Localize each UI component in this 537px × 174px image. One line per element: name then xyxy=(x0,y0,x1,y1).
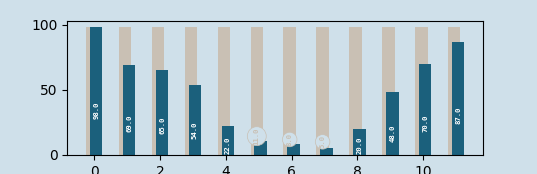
Bar xyxy=(284,27,296,155)
Text: 5.0: 5.0 xyxy=(320,135,325,148)
Text: 20.0: 20.0 xyxy=(357,137,362,155)
Bar xyxy=(386,92,398,155)
Bar xyxy=(316,27,329,155)
Text: 87.0: 87.0 xyxy=(455,106,461,124)
Bar xyxy=(415,27,427,155)
Bar xyxy=(251,27,263,155)
Bar xyxy=(353,129,366,155)
Text: 11.0: 11.0 xyxy=(254,127,260,145)
Bar xyxy=(86,27,99,155)
Bar xyxy=(119,27,132,155)
Bar xyxy=(349,27,362,155)
Bar xyxy=(448,27,460,155)
Text: 70.0: 70.0 xyxy=(422,114,428,132)
Bar xyxy=(152,27,164,155)
Text: 65.0: 65.0 xyxy=(159,116,165,134)
Bar xyxy=(320,148,333,155)
Text: 22.0: 22.0 xyxy=(225,136,231,154)
Bar xyxy=(217,27,230,155)
Bar xyxy=(123,65,135,155)
Text: 8.0: 8.0 xyxy=(287,133,293,146)
Text: 48.0: 48.0 xyxy=(389,124,395,142)
Bar xyxy=(185,27,197,155)
Bar xyxy=(222,126,234,155)
Bar xyxy=(188,85,201,155)
Bar xyxy=(382,27,395,155)
Bar xyxy=(452,42,465,155)
Bar xyxy=(419,64,432,155)
Bar xyxy=(255,141,267,155)
Text: 98.0: 98.0 xyxy=(93,101,99,119)
Bar xyxy=(287,144,300,155)
Bar xyxy=(90,27,103,155)
Text: 69.0: 69.0 xyxy=(126,115,132,132)
Bar xyxy=(156,70,168,155)
Text: 54.0: 54.0 xyxy=(192,121,198,139)
